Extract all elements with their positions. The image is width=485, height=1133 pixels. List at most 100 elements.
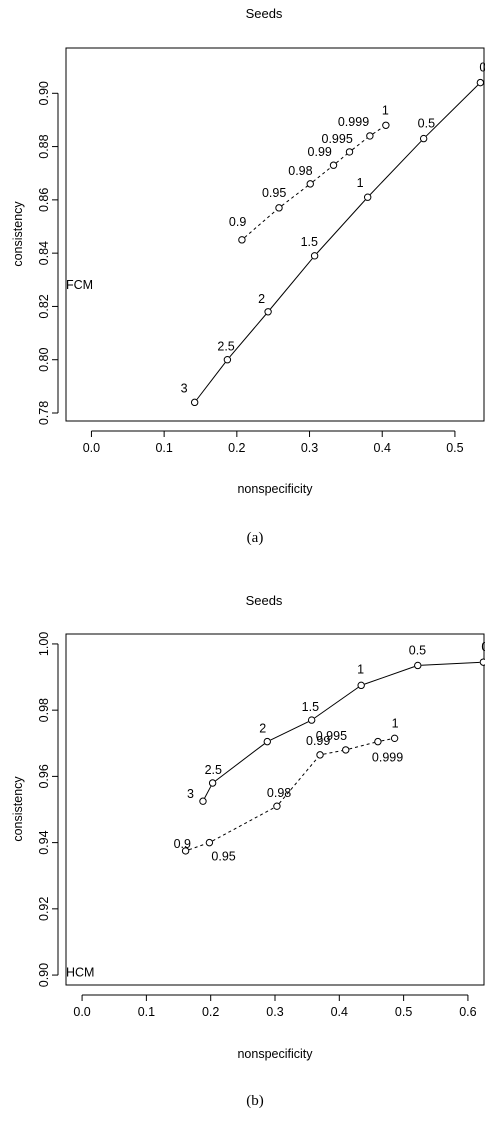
x-tick-label: 0.0	[73, 1005, 90, 1019]
dashed-series-segment	[349, 742, 375, 750]
dashed-series-segment	[244, 209, 277, 238]
data-point	[345, 148, 354, 156]
x-tick-label: 0.1	[155, 441, 172, 455]
chart-marks: 3 2.5 2 1.5 1 0.5 0 0.9 0.950.98 0.990.995 0.999 1 F…	[66, 61, 485, 407]
point-label: 0.99	[306, 734, 330, 748]
point-label: 0.999	[338, 115, 369, 129]
chart-panel-b: Seeds nonspecificity consistency (b) 0.0…	[11, 593, 485, 1109]
y-axis-label: consistency	[11, 201, 25, 267]
data-point	[205, 838, 214, 847]
point-label: 0.5	[409, 643, 426, 657]
point-label: 1	[392, 716, 399, 730]
dashed-series-segment	[188, 843, 207, 851]
point-label: 1.5	[301, 235, 318, 249]
point-label: 0.95	[211, 850, 235, 864]
y-tick-label: 0.82	[37, 294, 51, 318]
x-tick-label: 0.3	[301, 441, 318, 455]
point-label: 0.99	[308, 145, 332, 159]
y-tick-label: 0.92	[37, 897, 51, 921]
data-point	[329, 161, 338, 169]
data-point	[414, 661, 422, 670]
data-point	[382, 121, 390, 129]
chart-marks: 3 2.5 2 1.5 1 0.5 0 0.9 0.95 0.98 0.990.995 0.999 1 H…	[66, 640, 485, 979]
point-label: 0.98	[267, 786, 291, 800]
solid-series-segment	[215, 743, 265, 782]
data-point	[263, 737, 271, 746]
point-label: 0.9	[229, 215, 246, 229]
dashed-series-segment	[335, 153, 348, 164]
point-label: 0	[479, 61, 485, 75]
solid-series-segment	[364, 666, 415, 685]
data-point	[181, 847, 190, 855]
point-label: 3	[187, 787, 194, 801]
data-point	[374, 737, 382, 746]
data-point	[223, 356, 232, 364]
figure-caption: (b)	[246, 1093, 264, 1109]
data-point	[307, 716, 316, 724]
y-tick-label: 1.00	[37, 632, 51, 656]
x-tick-label: 0.3	[266, 1005, 283, 1019]
dashed-series-segment	[352, 137, 368, 151]
solid-series-segment	[270, 258, 313, 310]
point-label: 1	[357, 662, 364, 676]
solid-series-segment	[196, 362, 226, 400]
y-axis-label: consistency	[11, 776, 25, 842]
x-tick-label: 0.1	[138, 1005, 155, 1019]
data-point	[479, 658, 485, 666]
chart-panel-a: Seeds nonspecificity consistency (a) 0.0…	[11, 6, 485, 546]
method-annotation: FCM	[66, 278, 93, 292]
point-label: 1	[382, 103, 389, 117]
solid-series-segment	[369, 140, 422, 195]
x-tick-label: 0.5	[395, 1005, 412, 1019]
point-label: 2.5	[205, 763, 222, 777]
x-axis-label: nonspecificity	[237, 482, 313, 496]
y-tick-label: 0.80	[37, 348, 51, 372]
x-axis-label: nonspecificity	[237, 1047, 313, 1061]
y-tick-label: 0.86	[37, 188, 51, 212]
data-point	[357, 681, 365, 690]
point-label: 0	[481, 640, 485, 654]
chart-title: Seeds	[246, 593, 283, 608]
data-point	[199, 797, 207, 805]
solid-series-segment	[204, 785, 212, 799]
solid-series-segment	[421, 661, 480, 666]
y-tick-label: 0.90	[37, 81, 51, 105]
y-axis: 0.78 0.80 0.82 0.84 0.86 0.88 0.90	[37, 81, 59, 425]
data-point	[238, 236, 246, 244]
solid-series-segment	[229, 314, 267, 358]
dashed-series-segment	[281, 185, 308, 207]
x-tick-label: 0.6	[459, 1005, 476, 1019]
point-label: 0.995	[316, 729, 347, 743]
dashed-series-segment	[323, 750, 343, 755]
point-label: 3	[181, 381, 188, 395]
x-tick-label: 0.2	[202, 1005, 219, 1019]
y-tick-label: 0.96	[37, 764, 51, 788]
solid-series-segment	[270, 721, 309, 741]
dashed-series-segment	[381, 738, 392, 742]
point-label: 1.5	[302, 700, 319, 714]
point-label: 0.98	[288, 164, 312, 178]
data-point	[273, 802, 281, 810]
chart-title: Seeds	[246, 6, 283, 21]
x-tick-label: 0.4	[331, 1005, 348, 1019]
data-point	[208, 779, 217, 787]
point-label: 1	[357, 176, 364, 190]
y-tick-label: 0.84	[37, 241, 51, 265]
point-label: 2	[259, 722, 266, 736]
point-label: 2.5	[217, 340, 234, 354]
y-axis: 0.90 0.92 0.94 0.96 0.98 1.00	[37, 632, 59, 987]
x-tick-label: 0.5	[446, 441, 463, 455]
dashed-series-segment	[212, 807, 274, 842]
figure-caption: (a)	[247, 530, 264, 546]
y-tick-label: 0.78	[37, 401, 51, 425]
data-point	[419, 134, 428, 143]
method-annotation: HCM	[66, 965, 94, 979]
point-label: 0.9	[174, 837, 191, 851]
y-tick-label: 0.94	[37, 830, 51, 854]
data-point	[476, 78, 485, 87]
data-point	[366, 132, 374, 140]
data-point	[316, 751, 324, 759]
data-point	[310, 252, 319, 260]
x-tick-label: 0.2	[228, 441, 245, 455]
data-point	[342, 746, 350, 754]
